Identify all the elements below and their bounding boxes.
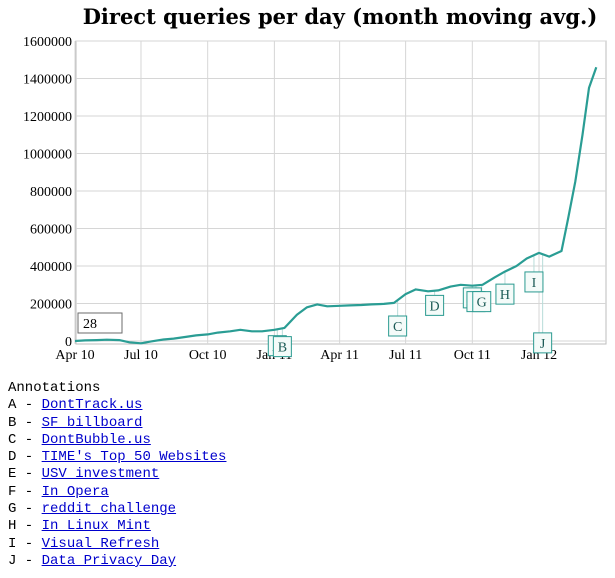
annotation-separator: -: [16, 449, 42, 466]
y-tick-label: 800000: [30, 185, 72, 200]
annotation-marker-letter: H: [500, 288, 510, 303]
annotation-link[interactable]: Visual Refresh: [41, 535, 160, 552]
x-tick-label: Oct 11: [454, 348, 491, 363]
annotation-link[interactable]: DontTrack.us: [41, 397, 143, 414]
annotation-separator: -: [16, 535, 42, 552]
annotation-row: G - reddit challenge: [8, 501, 226, 518]
annotation-letter: E: [8, 466, 17, 483]
y-tick-label: 1000000: [23, 148, 72, 163]
annotation-row: J - Data Privacy Day: [8, 553, 226, 570]
annotation-marker-j[interactable]: J: [533, 332, 553, 354]
annotations-heading: Annotations: [8, 380, 101, 396]
x-tick-label: Jul 11: [389, 348, 422, 363]
annotation-row: H - In Linux Mint: [8, 518, 226, 535]
annotation-separator: -: [16, 518, 42, 535]
annotation-letter: H: [8, 518, 17, 535]
annotation-link[interactable]: reddit challenge: [41, 501, 177, 518]
annotation-marker-g[interactable]: G: [472, 291, 492, 313]
annotation-marker-letter: B: [278, 341, 287, 356]
annotation-row: C - DontBubble.us: [8, 432, 226, 449]
annotation-marker-letter: G: [477, 296, 487, 311]
y-axis-ticks: 0 200000 400000 600000 800000 1000000 1200000 1…: [23, 35, 72, 350]
annotation-row: A - DontTrack.us: [8, 397, 226, 414]
plot-frame: [75, 40, 607, 345]
annotation-row: E - USV investment: [8, 466, 226, 483]
annotation-markers: ABCDEFGHIJ: [267, 271, 553, 358]
y-tick-label: 1200000: [23, 110, 72, 125]
annotation-link[interactable]: DontBubble.us: [41, 431, 151, 448]
annotation-separator: -: [16, 483, 42, 500]
annotation-marker-d[interactable]: D: [425, 294, 445, 316]
annotation-letter: F: [8, 483, 17, 500]
annotation-marker-letter: C: [393, 320, 402, 335]
y-tick-label: 600000: [30, 223, 72, 238]
annotation-separator: -: [16, 431, 42, 448]
first-value-box: [77, 312, 123, 334]
annotation-separator: -: [16, 414, 42, 431]
y-tick-label: 400000: [30, 260, 72, 275]
annotation-row: I - Visual Refresh: [8, 536, 226, 553]
y-tick-label: 1400000: [23, 73, 72, 88]
annotation-row: B - SF billboard: [8, 415, 226, 432]
annotation-letter: I: [8, 535, 17, 552]
annotation-separator: -: [16, 397, 42, 414]
annotation-separator: -: [16, 466, 42, 483]
annotation-separator: -: [16, 501, 42, 518]
chart-title: Direct queries per day (month moving avg…: [82, 4, 598, 29]
x-tick-label: Apr 10: [55, 348, 94, 363]
y-tick-label: 1600000: [23, 35, 72, 50]
annotation-letter: J: [8, 552, 17, 569]
annotation-marker-c[interactable]: C: [388, 315, 408, 337]
annotation-row: F - In Opera: [8, 484, 226, 501]
y-tick-label: 200000: [30, 298, 72, 313]
y-tick-label: 0: [65, 335, 72, 350]
series-line: [74, 66, 598, 345]
annotations-list: Annotations A - DontTrack.us B - SF billb…: [8, 380, 226, 570]
line-chart: 0 200000 400000 600000 800000 1000000 1200000 1…: [23, 35, 607, 363]
annotation-marker-b[interactable]: B: [272, 336, 292, 358]
annotation-marker-h[interactable]: H: [495, 283, 515, 305]
annotation-link[interactable]: Data Privacy Day: [41, 552, 177, 569]
annotation-link[interactable]: TIME's Top 50 Websites: [41, 449, 227, 466]
grid-lines: [74, 40, 607, 345]
annotation-letter: C: [8, 431, 17, 448]
annotation-letter: A: [8, 397, 17, 414]
first-value-label: 28: [77, 312, 123, 334]
annotation-letter: B: [8, 414, 17, 431]
annotation-marker-letter: I: [532, 276, 537, 291]
annotation-marker-i[interactable]: I: [524, 271, 544, 293]
annotation-marker-letter: J: [540, 337, 546, 352]
annotation-row: D - TIME's Top 50 Websites: [8, 449, 226, 466]
annotation-link[interactable]: SF billboard: [41, 414, 143, 431]
annotation-separator: -: [16, 552, 42, 569]
x-tick-label: Jul 10: [124, 348, 158, 363]
x-tick-label: Oct 10: [189, 348, 227, 363]
annotation-letter: G: [8, 501, 17, 518]
x-tick-label: Apr 11: [320, 348, 359, 363]
annotation-link[interactable]: USV investment: [41, 466, 160, 483]
annotation-link[interactable]: In Opera: [41, 483, 109, 500]
annotation-marker-letter: D: [430, 299, 440, 314]
annotation-link[interactable]: In Linux Mint: [41, 518, 151, 535]
first-value-text: 28: [83, 317, 97, 332]
annotation-letter: D: [8, 449, 17, 466]
